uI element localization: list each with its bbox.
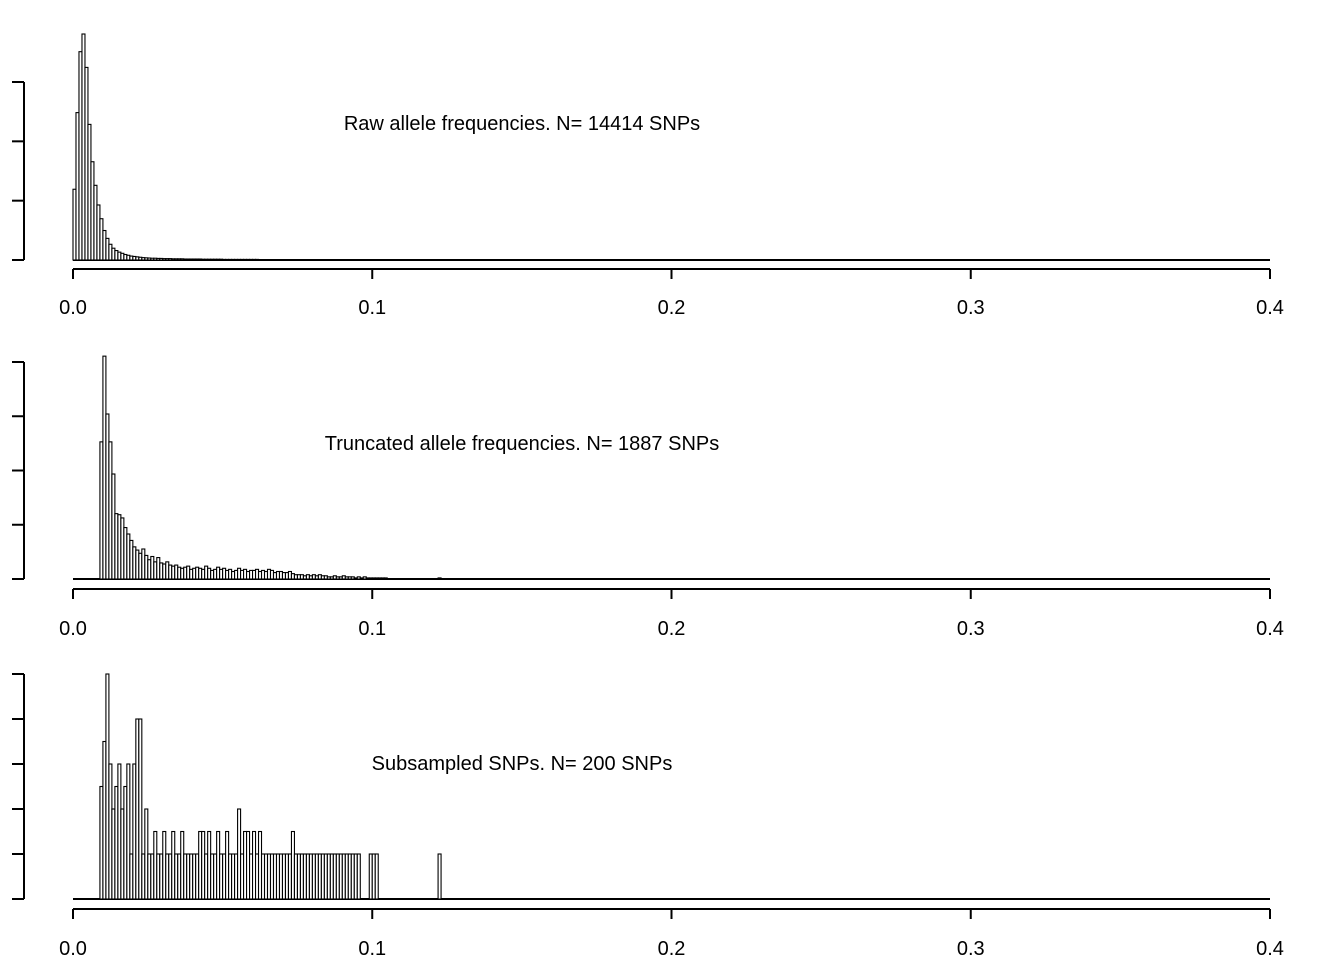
x-tick-label: 0.1: [358, 297, 386, 319]
panel-title: Subsampled SNPs. N= 200 SNPs: [372, 753, 673, 775]
panel-truncated-frequencies: Truncated allele frequencies. N= 1887 SN…: [12, 355, 1284, 640]
panel-subsampled-snps: Subsampled SNPs. N= 200 SNPs 0.0 0.1 0.2 0.…: [12, 673, 1284, 960]
histogram-bar: [138, 718, 143, 900]
x-tick-label: 0.0: [59, 618, 87, 640]
histogram-bar: [383, 577, 388, 580]
histogram-bar: [437, 577, 442, 580]
x-tick-label: 0.1: [358, 618, 386, 640]
x-tick-label: 0.4: [1256, 618, 1284, 640]
x-tick-label: 0.1: [358, 938, 386, 960]
panel-title: Raw allele frequencies. N= 14414 SNPs: [344, 113, 700, 135]
x-tick-label: 0.4: [1256, 938, 1284, 960]
x-tick-label: 0.0: [59, 938, 87, 960]
x-tick-label: 0.3: [957, 938, 985, 960]
panel-raw-frequencies: Raw allele frequencies. N= 14414 SNPs 0.…: [12, 33, 1284, 319]
x-tick-label: 0.2: [658, 618, 686, 640]
x-tick-label: 0.3: [957, 297, 985, 319]
x-tick-label: 0.3: [957, 618, 985, 640]
panel-title: Truncated allele frequencies. N= 1887 SN…: [325, 433, 719, 455]
x-tick-label: 0.4: [1256, 297, 1284, 319]
x-tick-label: 0.2: [658, 938, 686, 960]
histogram-bar: [126, 763, 131, 900]
histogram-bar: [374, 853, 379, 900]
x-tick-label: 0.2: [658, 297, 686, 319]
histogram-bar: [356, 853, 361, 900]
x-tick-label: 0.0: [59, 297, 87, 319]
histogram-bar: [437, 853, 442, 900]
